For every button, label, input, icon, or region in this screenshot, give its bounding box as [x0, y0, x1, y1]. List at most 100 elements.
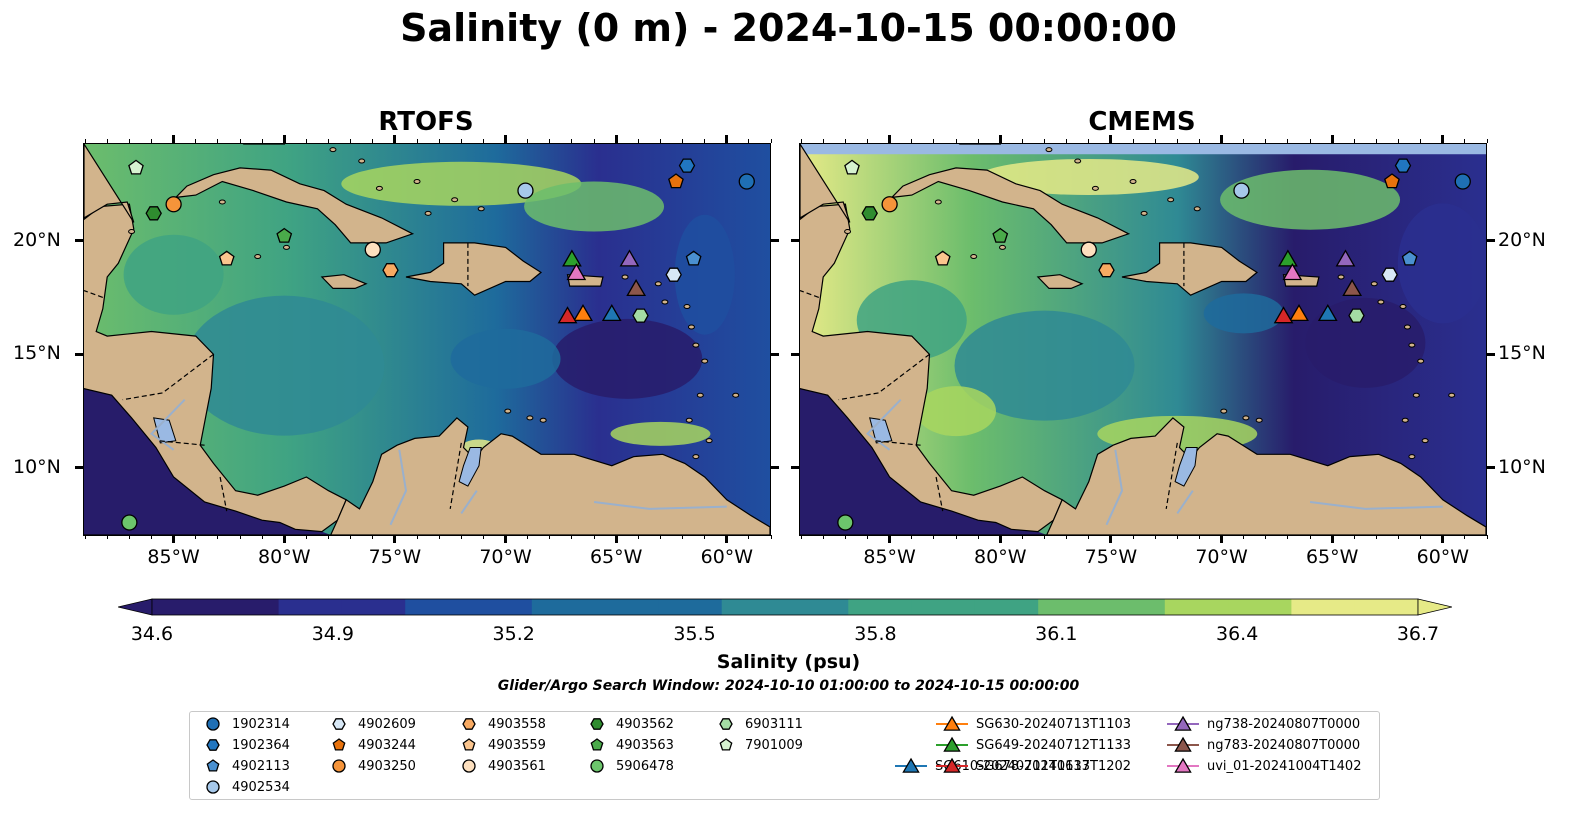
minor-tick: [1375, 535, 1377, 539]
minor-tick: [217, 139, 219, 143]
minor-tick: [195, 139, 197, 143]
legend-label: ng738-20240807T0000: [1207, 716, 1361, 732]
legend-marker: [1167, 757, 1199, 773]
colorbar-tick-label: 36.4: [1215, 623, 1259, 645]
legend-label: 4903561: [488, 758, 546, 774]
minor-tick: [800, 139, 802, 143]
panel-title-rtofs: RTOFS: [378, 107, 474, 137]
minor-tick: [84, 139, 86, 143]
legend-marker: [462, 738, 476, 751]
minor-tick: [150, 139, 152, 143]
legend-marker: [462, 759, 476, 773]
minor-tick: [1021, 535, 1023, 539]
observation-marker-4902534: [517, 182, 534, 199]
minor-tick: [866, 139, 868, 143]
legend-label: 4903563: [616, 737, 674, 753]
minor-tick: [593, 139, 595, 143]
minor-tick: [1243, 535, 1245, 539]
colorbar-tick-label: 34.9: [311, 623, 354, 645]
tick-bottom: [1441, 535, 1445, 543]
minor-tick: [911, 139, 913, 143]
minor-tick: [911, 535, 913, 539]
observation-marker-1902364: [1394, 158, 1412, 173]
observation-marker-4902534: [1233, 182, 1250, 199]
tick-right: [1487, 352, 1495, 356]
lat-tick-label: 15°N: [1498, 342, 1546, 365]
minor-tick: [1198, 535, 1200, 539]
panel-title-cmems: CMEMS: [1088, 107, 1196, 137]
legend-item: ng738-20240807T0000: [1165, 715, 1360, 733]
legend-label: 4902609: [358, 716, 416, 732]
minor-tick: [328, 139, 330, 143]
minor-tick: [1066, 139, 1068, 143]
legend-label: 1902314: [232, 716, 290, 732]
minor-tick: [1442, 139, 1444, 143]
search-window-note: Glider/Argo Search Window: 2024-10-10 01…: [497, 678, 1080, 694]
minor-tick: [1154, 139, 1156, 143]
legend: 1902314 1902364 4902113 4902534 4902609 49032…: [189, 711, 1380, 800]
minor-tick: [955, 535, 957, 539]
minor-tick: [1398, 535, 1400, 539]
legend-marker: [206, 759, 220, 772]
minor-tick: [173, 535, 175, 539]
legend-item: ng783-20240807T0000: [1165, 736, 1360, 754]
minor-tick: [1265, 139, 1267, 143]
minor-tick: [571, 139, 573, 143]
legend-label: 4903250: [358, 758, 416, 774]
lon-tick-label: 70°W: [1195, 546, 1248, 568]
lat-tick-label: 20°N: [1498, 228, 1546, 251]
minor-tick: [505, 139, 507, 143]
lon-tick-label: 60°W: [700, 546, 754, 568]
minor-tick: [1221, 139, 1223, 143]
legend-label: 6903111: [745, 716, 803, 732]
minor-tick: [748, 535, 750, 539]
observation-marker-4903562: [861, 206, 878, 221]
minor-tick: [1353, 139, 1355, 143]
minor-tick: [239, 535, 241, 539]
lon-tick-label: 85°W: [863, 546, 916, 568]
minor-tick: [866, 535, 868, 539]
minor-tick: [106, 139, 108, 143]
tick-right: [771, 239, 779, 243]
lon-tick-label: 75°W: [368, 546, 422, 568]
minor-tick: [571, 535, 573, 539]
colorbar: [117, 596, 1453, 622]
minor-tick: [593, 535, 595, 539]
minor-tick: [822, 139, 824, 143]
observation-marker-4902113: [1401, 250, 1418, 266]
legend-marker: [206, 717, 220, 731]
colorbar-tick-label: 36.1: [1035, 623, 1078, 645]
tick-bottom: [998, 535, 1002, 543]
legend-item: 4902534: [200, 778, 290, 796]
lat-tick-label: 10°N: [1498, 455, 1546, 478]
legend-item: 7901009: [713, 736, 803, 754]
minor-tick: [261, 139, 263, 143]
minor-tick: [1309, 139, 1311, 143]
tick-right: [1487, 466, 1495, 470]
legend-label: 4903244: [358, 737, 416, 753]
minor-tick: [1154, 535, 1156, 539]
minor-tick: [1265, 535, 1267, 539]
minor-tick: [659, 139, 661, 143]
legend-marker: [936, 757, 968, 773]
minor-tick: [889, 535, 891, 539]
minor-tick: [999, 139, 1001, 143]
lon-tick-label: 80°W: [258, 546, 311, 568]
minor-tick: [933, 535, 935, 539]
minor-tick: [800, 535, 802, 539]
minor-tick: [283, 535, 285, 539]
minor-tick: [350, 535, 352, 539]
tick-bottom: [1220, 535, 1224, 543]
legend-marker: [332, 718, 346, 730]
minor-tick: [283, 139, 285, 143]
minor-tick: [1198, 139, 1200, 143]
legend-marker: [590, 738, 604, 751]
observation-marker-ng783-20240807T0000: [626, 279, 647, 297]
minor-tick: [1420, 139, 1422, 143]
legend-label: 5906478: [616, 758, 674, 774]
minor-tick: [84, 535, 86, 539]
legend-item: 4902113: [200, 757, 290, 775]
minor-tick: [261, 535, 263, 539]
observation-marker-4903561: [1080, 241, 1097, 258]
observation-marker-4903562: [145, 206, 162, 221]
